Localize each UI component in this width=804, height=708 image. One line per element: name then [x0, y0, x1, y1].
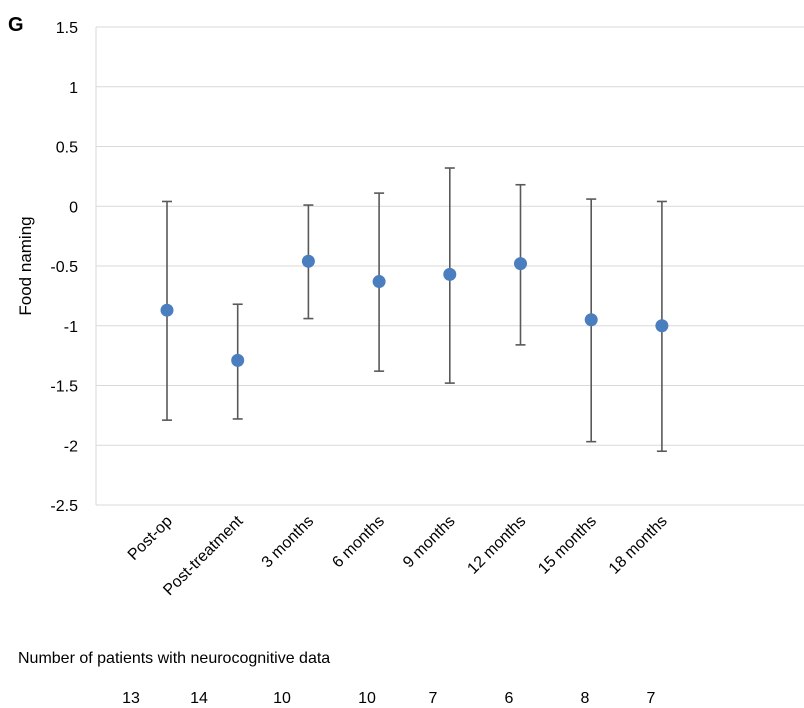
y-tick-label: -2	[64, 438, 78, 455]
y-tick-label: 0.5	[56, 140, 78, 157]
patient-count-caption: Number of patients with neurocognitive d…	[18, 650, 331, 667]
chart: 1.5 1 0.5 0 -0.5 -1 -1.5 -2 -2.5 Post-opPost-tre…	[16, 20, 804, 599]
x-tick-label: 6 months	[329, 513, 388, 572]
patient-count: 10	[273, 690, 291, 707]
patient-count: 6	[504, 690, 514, 707]
patient-count: 7	[428, 690, 438, 707]
data-point	[443, 267, 457, 281]
y-tick-label: -2.5	[50, 498, 78, 515]
data-point	[655, 319, 669, 333]
patient-count: 14	[190, 690, 208, 707]
data-points	[160, 254, 669, 367]
x-tick-label: 3 months	[259, 513, 318, 572]
y-tick-labels: 1.5 1 0.5 0 -0.5 -1 -1.5 -2 -2.5	[50, 20, 78, 515]
x-tick-label: Post-op	[125, 513, 176, 564]
y-tick-label: 1.5	[56, 20, 78, 37]
y-tick-label: -1	[64, 319, 78, 336]
y-tick-label: 1	[69, 80, 78, 97]
data-point	[584, 313, 598, 327]
patient-count: 13	[122, 690, 140, 707]
data-point	[372, 275, 386, 289]
data-point	[160, 303, 174, 317]
x-tick-label: 12 months	[464, 513, 529, 578]
data-point	[514, 257, 527, 271]
x-tick-label: 15 months	[535, 513, 600, 578]
patient-count: 7	[646, 690, 656, 707]
patient-count: 8	[580, 690, 590, 707]
y-tick-label: -0.5	[50, 259, 78, 276]
data-point	[301, 254, 315, 268]
y-tick-label: 0	[69, 199, 78, 216]
data-point	[231, 353, 245, 367]
x-tick-label: 9 months	[400, 513, 459, 572]
panel-label: G	[8, 14, 24, 36]
y-tick-label: -1.5	[50, 379, 78, 396]
patient-count: 10	[358, 690, 376, 707]
x-tick-label: 18 months	[606, 513, 671, 578]
y-axis-label: Food naming	[16, 216, 35, 315]
error-bars	[162, 167, 667, 453]
